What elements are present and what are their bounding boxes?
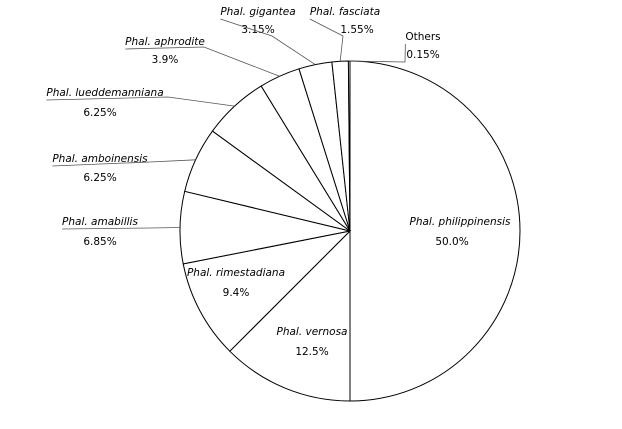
leader-line — [125, 46, 280, 77]
leader-line — [52, 159, 196, 167]
slice-label: Phal. vernosa — [277, 326, 348, 338]
value-label: 3.15% — [241, 24, 274, 36]
leader-line — [220, 18, 316, 65]
value-label: 3.9% — [152, 54, 179, 66]
leader-line — [46, 96, 235, 107]
value-label: 1.55% — [340, 24, 373, 36]
leader-line — [309, 18, 344, 62]
value-label: 50.0% — [435, 236, 468, 248]
pie-slice — [182, 230, 352, 352]
slice-label: Phal. rimestadiana — [187, 267, 285, 279]
slice-label: Phal. amboinensis — [52, 153, 148, 165]
leader-line — [349, 43, 406, 63]
slice-label: Phal. fasciata — [310, 6, 380, 18]
value-label: 6.25% — [83, 107, 116, 119]
leader-line — [62, 227, 181, 230]
value-label: 0.15% — [406, 49, 439, 61]
slice-label: Phal. gigantea — [220, 6, 295, 18]
slice-label: Phal. lueddemanniana — [46, 87, 163, 99]
slice-label: Phal. aphrodite — [125, 36, 205, 48]
pie-slice — [229, 229, 351, 402]
value-label: 12.5% — [295, 346, 328, 358]
pie-slice — [349, 60, 521, 402]
slice-label: Others — [405, 31, 440, 43]
value-label: 9.4% — [223, 287, 250, 299]
value-label: 6.25% — [83, 172, 116, 184]
value-label: 6.85% — [83, 236, 116, 248]
slice-label: Phal. philippinensis — [410, 216, 511, 228]
slice-label: Phal. amabillis — [62, 216, 138, 228]
